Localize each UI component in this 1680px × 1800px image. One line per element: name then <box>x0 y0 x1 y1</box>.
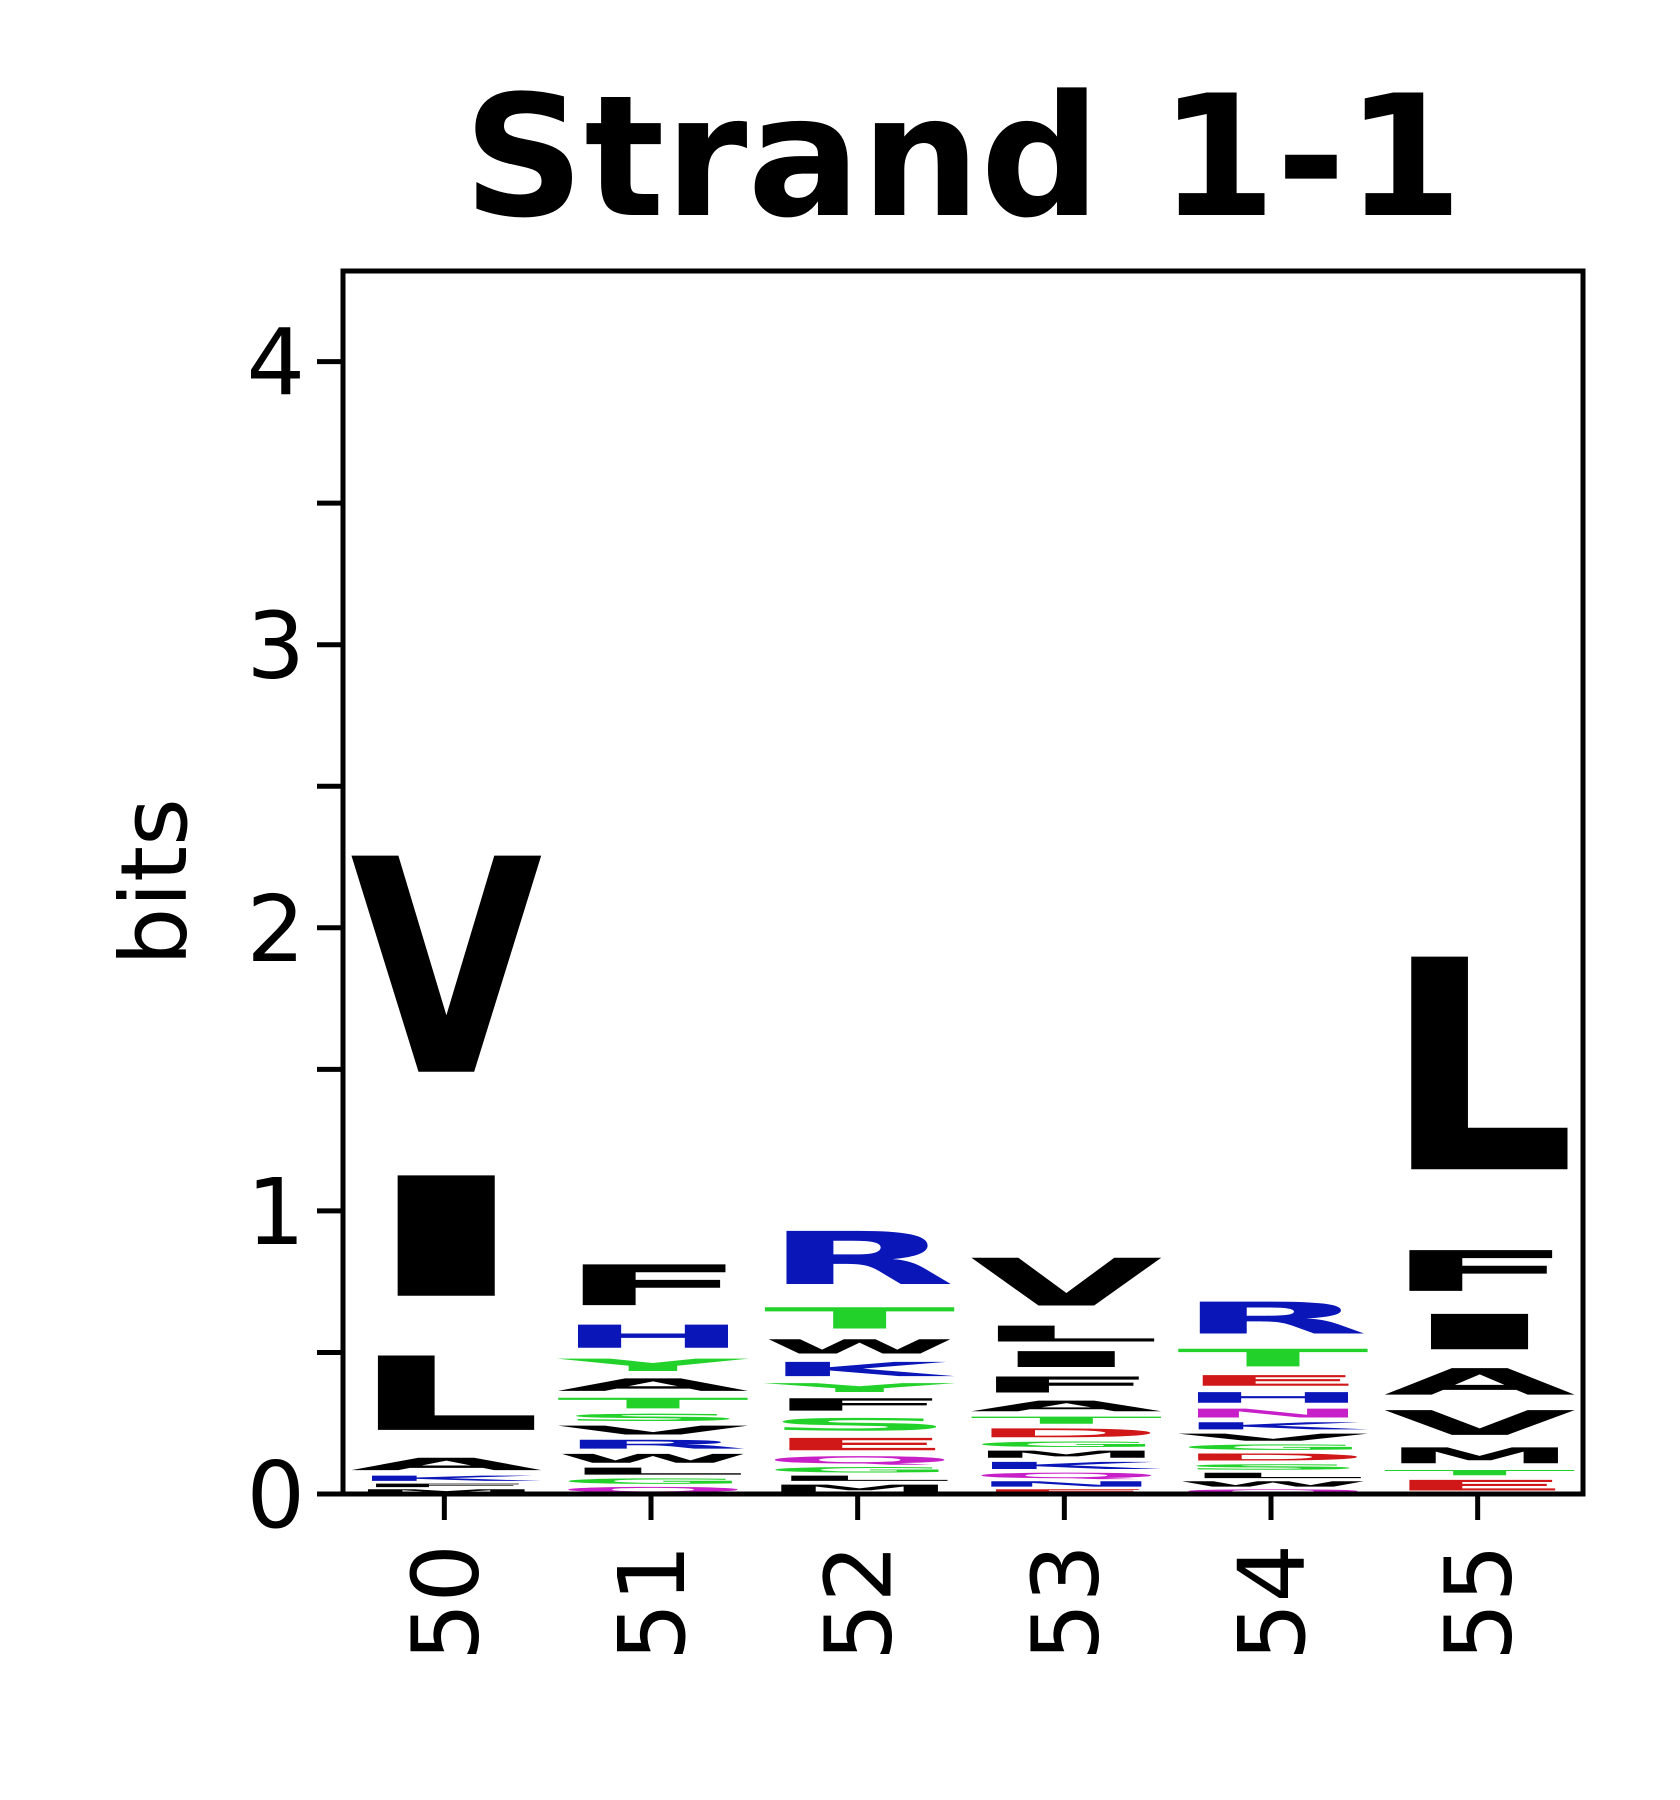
logo-letter: R <box>1177 1293 1369 1344</box>
logo-letter: V <box>557 1423 749 1437</box>
logo-letter: M <box>1384 1443 1576 1468</box>
logo-letter: V <box>350 798 544 1143</box>
logo-letter: M <box>350 1488 542 1494</box>
logo-letter: T <box>1384 1468 1576 1476</box>
logo-letter: W <box>557 1452 749 1466</box>
logo-letter: F <box>764 1395 956 1415</box>
x-tick-label: 51 <box>599 1544 706 1661</box>
x-tick-label: 54 <box>1219 1544 1326 1661</box>
logo-letter: G <box>1177 1443 1369 1451</box>
logo-letter: S <box>764 1415 956 1435</box>
logo-letter: L <box>1177 1471 1369 1479</box>
logo-letter: A <box>1384 1361 1576 1404</box>
logo-letter: K <box>970 1460 1162 1471</box>
logo-letter: L <box>764 1474 956 1482</box>
logo-letter: E <box>970 1488 1162 1494</box>
logo-letter: V <box>1384 1403 1576 1443</box>
logo-letter: A <box>970 1398 1162 1415</box>
logo-letter: W <box>1177 1480 1369 1488</box>
logo-letter: M <box>970 1449 1162 1460</box>
plot-frame <box>340 268 1586 1497</box>
logo-letter: N <box>970 1480 1162 1488</box>
logo-letter: L <box>557 1466 749 1477</box>
logo-letter: F <box>970 1372 1162 1397</box>
logo-letter: D <box>970 1426 1162 1440</box>
logo-letter: V <box>1177 1432 1369 1443</box>
logo-letter: R <box>764 1217 956 1302</box>
logo-letter: E <box>1384 1477 1576 1494</box>
logo-letter: V <box>970 1245 1162 1322</box>
y-tick-label: 2 <box>246 876 305 983</box>
logo-letter: Y <box>557 1355 750 1375</box>
logo-letter: T <box>970 1415 1162 1426</box>
logo-letter: Q <box>970 1471 1162 1479</box>
x-tick-label: 52 <box>806 1544 913 1661</box>
logo-letter: K <box>764 1358 956 1381</box>
y-tick-label: 3 <box>246 593 305 700</box>
chart-title: Strand 1-1 <box>463 59 1462 255</box>
logo-letter: A <box>557 1375 749 1395</box>
logo-letter: F <box>1384 1239 1576 1304</box>
x-tick-label: 55 <box>1426 1544 1533 1661</box>
logo-letter: T <box>764 1302 956 1336</box>
logo-letter: Q <box>557 1486 749 1494</box>
logo-letter: I <box>970 1347 1162 1372</box>
logo-letter: L <box>970 1321 1162 1346</box>
logo-letter: W <box>764 1336 956 1359</box>
logo-letter: Y <box>763 1381 957 1395</box>
logo-letter: G <box>557 1477 749 1485</box>
logo-letter: H <box>557 1318 749 1355</box>
logo-letter: K <box>350 1474 542 1483</box>
y-tick-label: 1 <box>246 1159 305 1266</box>
logo-letter: M <box>764 1483 956 1494</box>
logo-letter: A <box>350 1454 542 1474</box>
logo-letter: L <box>350 1336 542 1455</box>
logo-letter: N <box>1177 1406 1369 1420</box>
logo-letter: F <box>557 1253 749 1318</box>
logo-letter: Q <box>1177 1488 1369 1494</box>
logo-letter: I <box>350 1143 542 1335</box>
y-tick-label: 4 <box>246 310 305 417</box>
logo-letter: G <box>970 1440 1162 1448</box>
logo-letter: R <box>557 1437 749 1451</box>
logo-letter: S <box>1177 1463 1369 1471</box>
x-tick-label: 53 <box>1012 1544 1119 1661</box>
logo-letter: K <box>1177 1420 1369 1431</box>
logo-letter: E <box>1177 1372 1369 1389</box>
x-tick-label: 50 <box>392 1544 499 1661</box>
y-axis-label: bits <box>101 798 208 966</box>
logo-letter: F <box>350 1483 542 1489</box>
logo-letter: T <box>557 1395 749 1412</box>
logo-letter: Q <box>764 1454 956 1465</box>
logo-letter: E <box>764 1435 956 1455</box>
logo-letter: D <box>1177 1452 1369 1463</box>
logo-letter: T <box>1177 1344 1369 1372</box>
logo-letter: S <box>557 1412 749 1423</box>
logo-letter: L <box>1384 899 1576 1238</box>
logo-letter: G <box>764 1466 956 1474</box>
logo-letter: I <box>1384 1304 1576 1361</box>
logo-letter: H <box>1177 1389 1369 1406</box>
y-tick-label: 0 <box>246 1442 305 1549</box>
